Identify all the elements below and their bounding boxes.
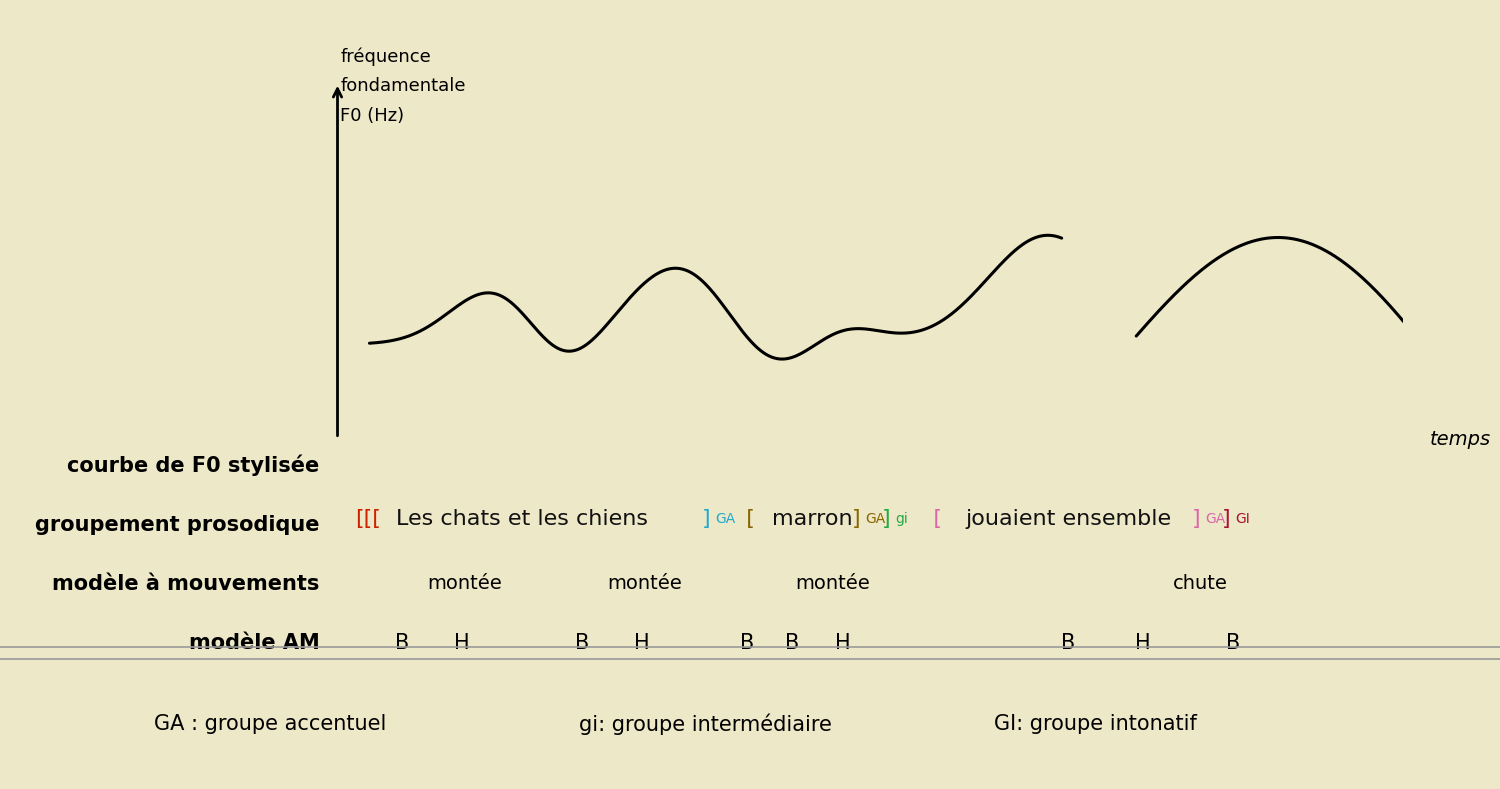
Text: B: B <box>784 633 800 653</box>
Text: H: H <box>454 633 470 653</box>
Text: chute: chute <box>1173 574 1227 593</box>
Text: [: [ <box>732 509 754 529</box>
Text: GA : groupe accentuel: GA : groupe accentuel <box>154 714 386 735</box>
Text: ]: ] <box>852 509 861 529</box>
Text: F0 (Hz): F0 (Hz) <box>340 107 405 125</box>
Text: Les chats et les chiens: Les chats et les chiens <box>396 509 648 529</box>
Text: H: H <box>634 633 650 653</box>
Text: B: B <box>740 633 754 653</box>
Text: ]: ] <box>1192 509 1202 529</box>
Text: montée: montée <box>608 574 682 593</box>
Text: montée: montée <box>795 574 870 593</box>
Text: B: B <box>574 633 590 653</box>
Text: GA: GA <box>865 512 885 525</box>
Text: courbe de F0 stylisée: courbe de F0 stylisée <box>68 454 320 477</box>
Text: modèle à mouvements: modèle à mouvements <box>53 574 320 594</box>
Text: modèle AM: modèle AM <box>189 633 320 653</box>
Text: marron: marron <box>772 509 853 529</box>
Text: GI: groupe intonatif: GI: groupe intonatif <box>993 714 1197 735</box>
Text: H: H <box>836 633 850 653</box>
Text: GI: GI <box>1236 512 1250 525</box>
Text: jouaient ensemble: jouaient ensemble <box>966 509 1172 529</box>
Text: B: B <box>1060 633 1076 653</box>
Text: [[[: [[[ <box>356 509 381 529</box>
Text: H: H <box>1136 633 1150 653</box>
Text: [: [ <box>912 509 942 529</box>
Text: B: B <box>1226 633 1240 653</box>
Text: ]: ] <box>1222 509 1232 529</box>
Text: gi: groupe intermédiaire: gi: groupe intermédiaire <box>579 713 831 735</box>
Text: GA: GA <box>716 512 735 525</box>
Text: GA: GA <box>1206 512 1225 525</box>
Text: montée: montée <box>427 574 502 593</box>
Text: ]: ] <box>882 509 891 529</box>
Text: groupement prosodique: groupement prosodique <box>34 514 320 535</box>
Text: fondamentale: fondamentale <box>340 77 466 95</box>
Text: B: B <box>394 633 410 653</box>
Text: temps: temps <box>1430 430 1491 449</box>
Text: fréquence: fréquence <box>340 47 432 65</box>
Text: ]: ] <box>702 509 711 529</box>
Text: gi: gi <box>896 512 908 525</box>
